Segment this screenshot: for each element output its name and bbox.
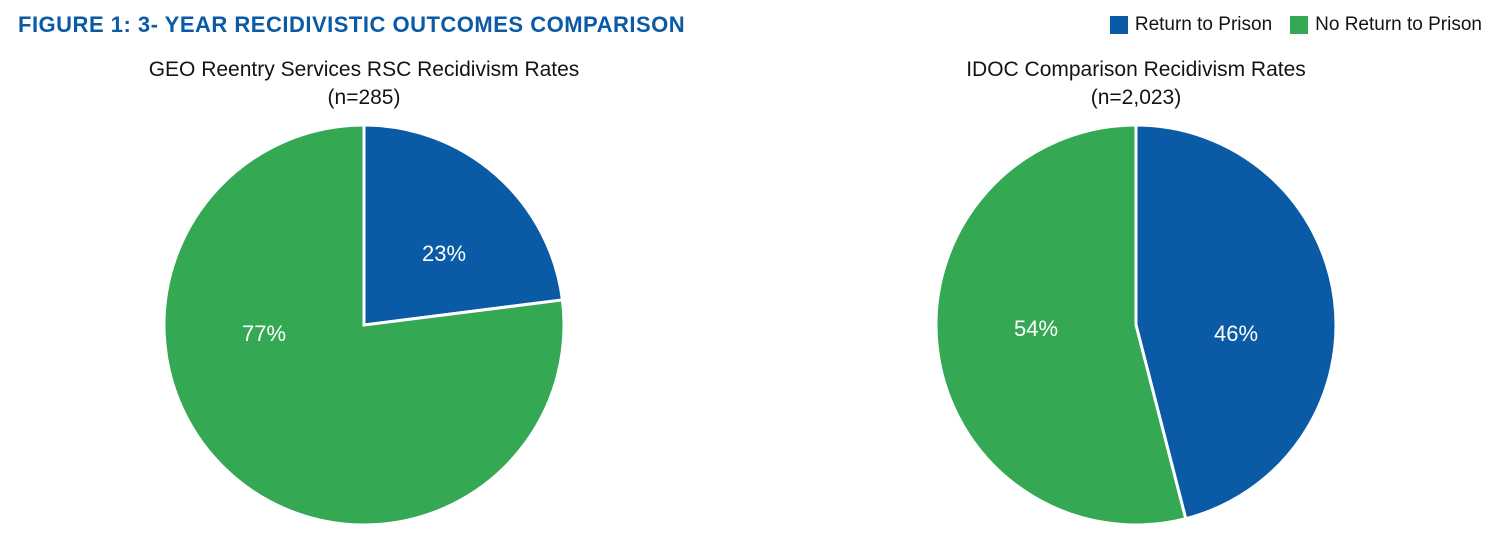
pie-slice [364,125,562,325]
chart-title-geo: GEO Reentry Services RSC Recidivism Rate… [149,56,580,113]
pie-slice-label: 46% [1214,321,1258,346]
legend-swatch-return [1110,16,1128,34]
pie-slice-label: 54% [1014,316,1058,341]
charts-row: GEO Reentry Services RSC Recidivism Rate… [18,56,1482,530]
figure-container: FIGURE 1: 3- YEAR RECIDIVISTIC OUTCOMES … [0,0,1500,540]
chart-title-geo-line2: (n=285) [328,86,401,109]
figure-title: FIGURE 1: 3- YEAR RECIDIVISTIC OUTCOMES … [18,12,685,38]
header-row: FIGURE 1: 3- YEAR RECIDIVISTIC OUTCOMES … [18,12,1482,38]
chart-title-idoc: IDOC Comparison Recidivism Rates (n=2,02… [966,56,1306,113]
chart-panel-geo: GEO Reentry Services RSC Recidivism Rate… [18,56,750,530]
legend-label-return: Return to Prison [1135,14,1272,36]
legend-label-no-return: No Return to Prison [1315,14,1482,36]
pie-geo: 23% 77% [164,125,564,530]
legend-item-no-return: No Return to Prison [1290,14,1482,36]
legend-item-return: Return to Prison [1110,14,1272,36]
chart-title-idoc-line2: (n=2,023) [1091,86,1181,109]
pie-chart: 46% 54% [936,125,1336,525]
pie-slice-label: 23% [422,241,466,266]
chart-title-idoc-line1: IDOC Comparison Recidivism Rates [966,58,1306,81]
pie-slice-label: 77% [242,321,286,346]
chart-title-geo-line1: GEO Reentry Services RSC Recidivism Rate… [149,58,580,81]
pie-idoc: 46% 54% [936,125,1336,530]
pie-chart: 23% 77% [164,125,564,525]
chart-panel-idoc: IDOC Comparison Recidivism Rates (n=2,02… [750,56,1482,530]
legend-swatch-no-return [1290,16,1308,34]
legend: Return to Prison No Return to Prison [1110,12,1482,36]
